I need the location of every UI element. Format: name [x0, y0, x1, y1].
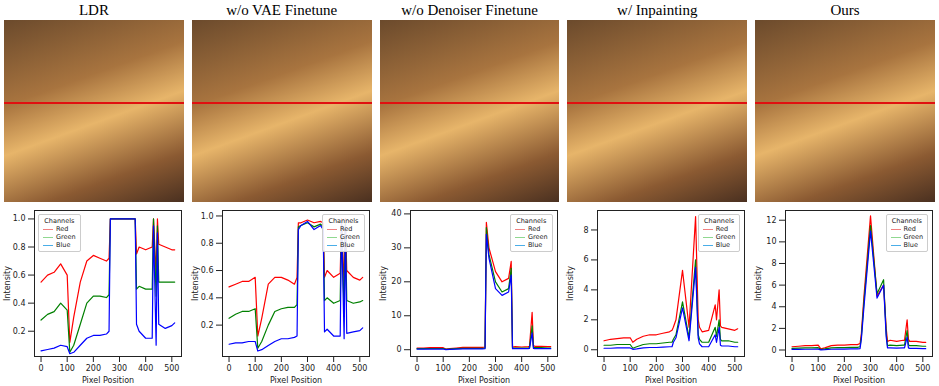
svg-text:6: 6 — [772, 281, 777, 290]
svg-text:Intensity: Intensity — [3, 266, 12, 301]
svg-text:4: 4 — [772, 302, 777, 311]
html-text:Green: Green — [340, 233, 360, 241]
html-text:Red: Red — [715, 225, 729, 233]
svg-text:100: 100 — [435, 364, 450, 373]
svg-text:6: 6 — [584, 255, 589, 264]
svg-text:300: 300 — [112, 364, 127, 373]
svg-text:Pixel Position: Pixel Position — [82, 376, 134, 385]
svg-text:200: 200 — [86, 364, 101, 373]
html-text:Blue: Blue — [903, 241, 918, 249]
svg-text:Intensity: Intensity — [567, 266, 576, 301]
html-text:Green: Green — [527, 233, 548, 241]
svg-text:Pixel Position: Pixel Position — [833, 376, 885, 385]
svg-text:30: 30 — [391, 243, 401, 252]
svg-text:Intensity: Intensity — [379, 266, 388, 301]
svg-text:40: 40 — [391, 209, 401, 218]
svg-text:0: 0 — [584, 345, 589, 354]
html-text:Channels: Channels — [704, 217, 735, 225]
svg-text:400: 400 — [138, 364, 153, 373]
svg-text:1.0: 1.0 — [13, 214, 26, 223]
svg-text:300: 300 — [300, 364, 315, 373]
svg-text:0: 0 — [396, 345, 401, 354]
svg-text:0: 0 — [38, 364, 43, 373]
html-text:Blue: Blue — [715, 241, 731, 249]
html-text:Ours: Ours — [830, 2, 860, 18]
svg-text:8: 8 — [584, 226, 589, 235]
svg-text:400: 400 — [326, 364, 341, 373]
svg-text:0.4: 0.4 — [13, 299, 26, 308]
svg-text:500: 500 — [164, 364, 179, 373]
html-text:Blue: Blue — [340, 241, 355, 249]
svg-text:0.8: 0.8 — [13, 243, 26, 252]
svg-text:0: 0 — [414, 364, 419, 373]
svg-text:400: 400 — [889, 364, 904, 373]
svg-text:300: 300 — [675, 364, 690, 373]
svg-text:100: 100 — [60, 364, 75, 373]
html-text:Red: Red — [903, 225, 916, 233]
svg-text:100: 100 — [247, 364, 262, 373]
html-text:Red: Red — [56, 225, 69, 233]
html-text:Blue: Blue — [56, 241, 71, 249]
html-text:w/o Denoiser Finetune: w/o Denoiser Finetune — [401, 2, 538, 18]
svg-text:200: 200 — [274, 364, 289, 373]
html-text:Green: Green — [56, 233, 76, 241]
html-text:Channels: Channels — [891, 217, 922, 225]
svg-text:0: 0 — [772, 346, 777, 355]
html-text:Channels: Channels — [328, 217, 359, 225]
svg-text:2: 2 — [584, 315, 589, 324]
svg-text:10: 10 — [391, 311, 401, 320]
svg-text:0: 0 — [602, 364, 607, 373]
svg-text:400: 400 — [514, 364, 529, 373]
svg-text:500: 500 — [540, 364, 555, 373]
svg-text:100: 100 — [623, 364, 638, 373]
svg-text:200: 200 — [461, 364, 476, 373]
svg-text:0.2: 0.2 — [13, 327, 26, 336]
svg-text:300: 300 — [487, 364, 502, 373]
svg-text:0.6: 0.6 — [13, 271, 26, 280]
svg-text:0: 0 — [226, 364, 231, 373]
svg-text:500: 500 — [915, 364, 930, 373]
svg-text:300: 300 — [863, 364, 878, 373]
svg-text:Pixel Position: Pixel Position — [645, 376, 697, 385]
svg-text:20: 20 — [391, 277, 401, 286]
html-text:w/ Inpainting: w/ Inpainting — [617, 2, 698, 18]
svg-text:Intensity: Intensity — [754, 266, 763, 301]
html-text:Channels: Channels — [516, 217, 547, 225]
html-text:Channels: Channels — [44, 217, 75, 225]
svg-text:0.8: 0.8 — [201, 239, 214, 248]
svg-text:8: 8 — [772, 259, 777, 268]
html-text:w/o VAE Finetune: w/o VAE Finetune — [226, 2, 338, 18]
svg-text:12: 12 — [767, 216, 777, 225]
html-text:LDR: LDR — [78, 2, 109, 18]
html-text:Green: Green — [903, 233, 924, 241]
svg-text:100: 100 — [811, 364, 826, 373]
svg-text:4: 4 — [584, 285, 589, 294]
svg-text:200: 200 — [649, 364, 664, 373]
svg-text:1.0: 1.0 — [201, 212, 214, 221]
svg-text:200: 200 — [837, 364, 852, 373]
svg-text:0: 0 — [790, 364, 795, 373]
svg-text:400: 400 — [701, 364, 716, 373]
svg-text:0.6: 0.6 — [201, 266, 214, 275]
html-text:Red: Red — [340, 225, 353, 233]
svg-text:Intensity: Intensity — [191, 266, 200, 301]
html-text:Red: Red — [527, 225, 541, 233]
html-text:Blue: Blue — [527, 241, 543, 249]
svg-text:Pixel Position: Pixel Position — [457, 376, 509, 385]
svg-text:2: 2 — [772, 324, 777, 333]
svg-text:0.4: 0.4 — [201, 293, 214, 302]
svg-text:0.2: 0.2 — [201, 321, 214, 330]
svg-text:10: 10 — [767, 237, 777, 246]
html-text:Green: Green — [715, 233, 736, 241]
svg-text:500: 500 — [728, 364, 743, 373]
svg-text:Pixel Position: Pixel Position — [270, 376, 322, 385]
svg-text:500: 500 — [352, 364, 367, 373]
